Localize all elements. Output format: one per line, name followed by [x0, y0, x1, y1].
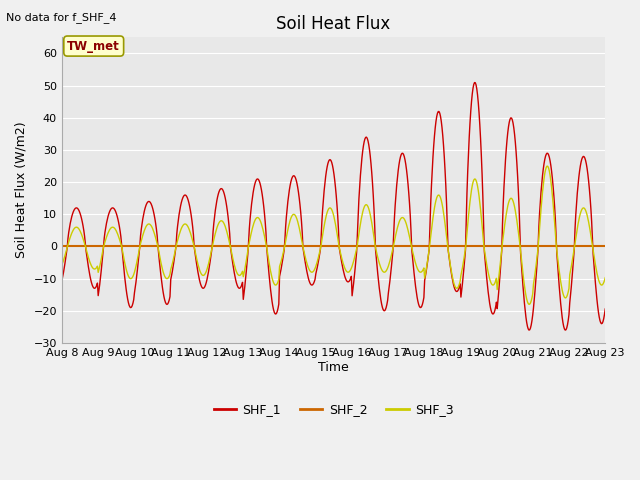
SHF_3 — [399, 215, 407, 221]
SHF_1 — [415, 303, 423, 309]
SHF_2 — [179, 244, 187, 250]
X-axis label: Time: Time — [318, 360, 349, 373]
SHF_2 — [602, 244, 609, 250]
SHF_1 — [124, 296, 131, 302]
SHF_2 — [208, 244, 216, 250]
Y-axis label: Soil Heat Flux (W/m2): Soil Heat Flux (W/m2) — [15, 122, 28, 259]
SHF_1 — [68, 214, 76, 219]
SHF_3 — [68, 230, 76, 236]
SHF_1 — [399, 151, 407, 157]
SHF_1 — [58, 277, 66, 283]
SHF_1 — [179, 195, 187, 201]
SHF_3 — [179, 223, 187, 228]
Title: Soil Heat Flux: Soil Heat Flux — [276, 15, 390, 33]
SHF_3 — [58, 262, 66, 267]
Line: SHF_3: SHF_3 — [62, 166, 605, 304]
SHF_2 — [68, 244, 76, 250]
Text: No data for f_SHF_4: No data for f_SHF_4 — [6, 12, 117, 23]
SHF_2 — [415, 244, 423, 250]
SHF_1 — [561, 327, 569, 333]
SHF_1 — [602, 306, 609, 312]
SHF_2 — [124, 244, 131, 250]
SHF_3 — [602, 275, 609, 281]
SHF_3 — [415, 269, 423, 275]
SHF_1 — [470, 80, 478, 85]
Text: TW_met: TW_met — [67, 39, 120, 53]
SHF_3 — [124, 271, 131, 277]
SHF_2 — [58, 244, 66, 250]
SHF_3 — [208, 247, 216, 253]
SHF_1 — [208, 249, 216, 254]
SHF_2 — [399, 244, 407, 250]
Line: SHF_1: SHF_1 — [62, 83, 605, 330]
Legend: SHF_1, SHF_2, SHF_3: SHF_1, SHF_2, SHF_3 — [209, 398, 458, 421]
SHF_3 — [543, 163, 551, 169]
SHF_3 — [525, 301, 532, 307]
